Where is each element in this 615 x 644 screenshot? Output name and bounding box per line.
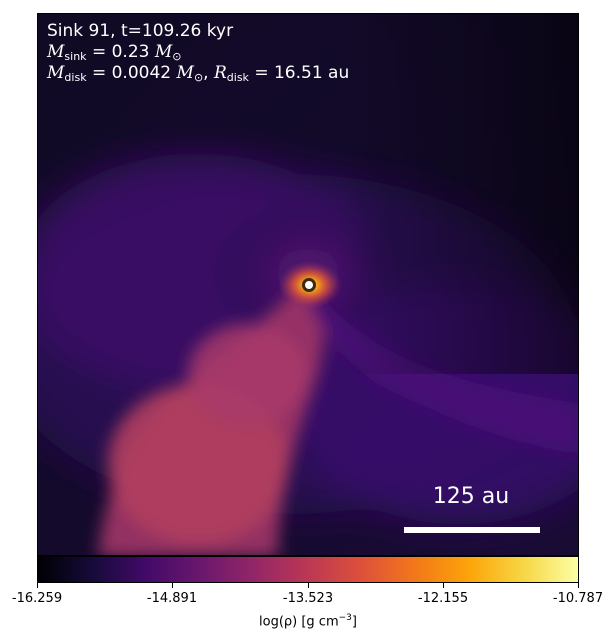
- colorbar-tick-label: -10.787: [552, 591, 604, 606]
- colorbar: [37, 556, 579, 583]
- colorbar-tick: [308, 583, 309, 588]
- scalebar: [404, 527, 540, 533]
- sink-title: Sink 91, t=109.26 kyr: [47, 21, 234, 41]
- colorbar-tick: [578, 583, 579, 588]
- colorbar-tick: [172, 583, 173, 588]
- colorbar-tick-label: -12.155: [417, 591, 469, 606]
- colorbar-tick-label: -16.259: [11, 591, 63, 606]
- density-map-panel: Sink 91, t=109.26 kyr Msink = 0.23 M⊙ Md…: [37, 13, 579, 556]
- colorbar-gradient: [38, 557, 578, 582]
- colorbar-tick-label: -13.523: [282, 591, 334, 606]
- colorbar-tick-label: -14.891: [146, 591, 198, 606]
- colorbar-label: log(ρ) [g cm−3]: [259, 613, 357, 630]
- sink-mass: Msink = 0.23 M⊙: [47, 42, 182, 63]
- colorbar-tick: [37, 583, 38, 588]
- density-map: [38, 14, 578, 555]
- disk-properties: Mdisk = 0.0042 M⊙, Rdisk = 16.51 au: [47, 63, 350, 84]
- colorbar-tick: [443, 583, 444, 588]
- sink-marker: [302, 278, 316, 292]
- scalebar-label: 125 au: [432, 484, 510, 509]
